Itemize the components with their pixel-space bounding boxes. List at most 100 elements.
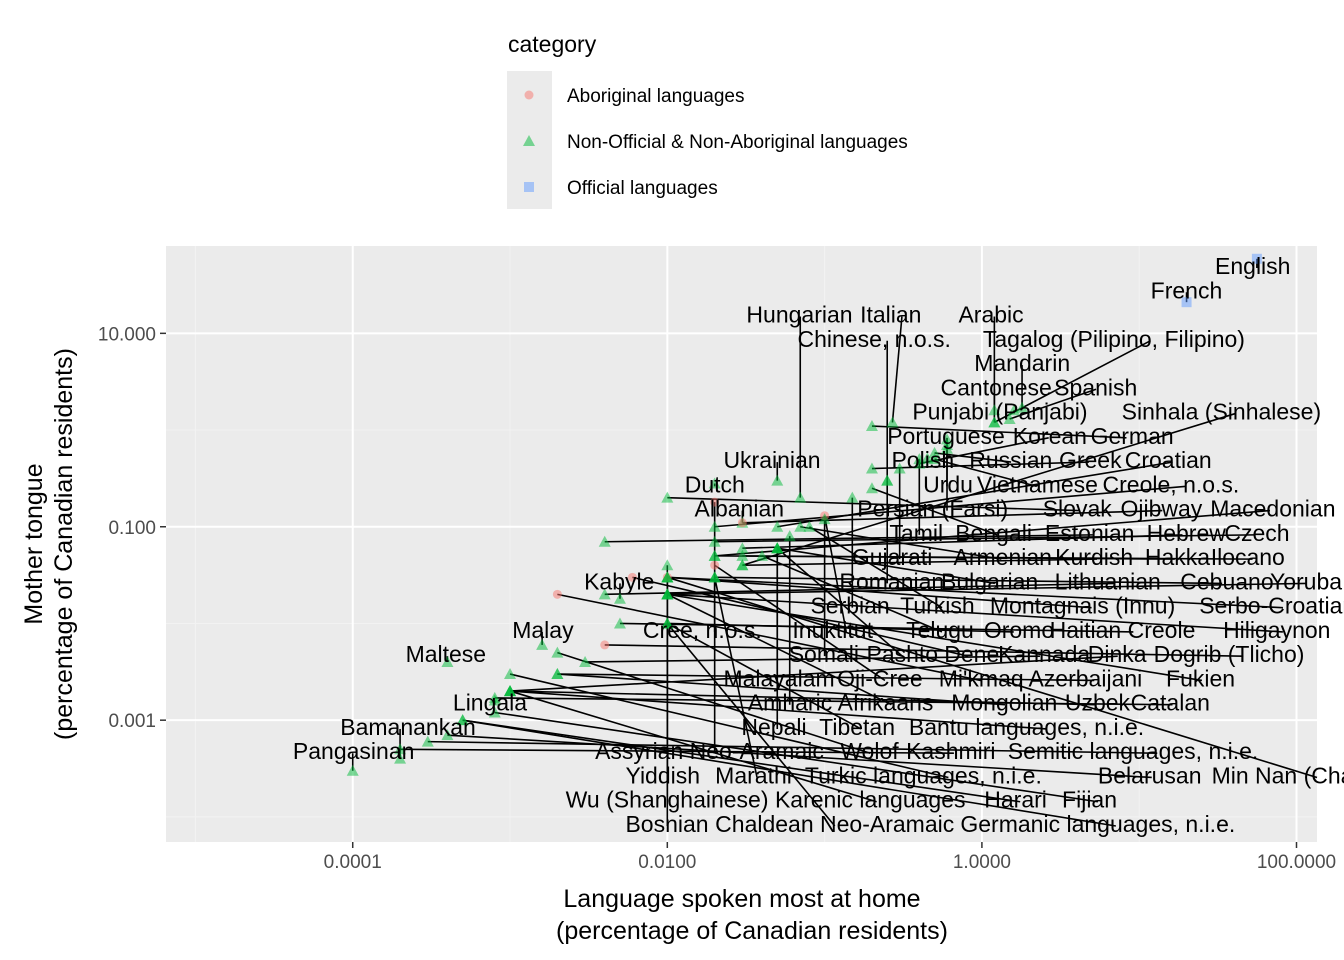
label-leader-line bbox=[1009, 388, 1097, 420]
point-label: Vietnamese bbox=[977, 471, 1098, 497]
data-point-aboriginal bbox=[600, 640, 610, 650]
point-label: Maltese bbox=[406, 641, 487, 667]
y-tick-label: 0.001 bbox=[108, 711, 156, 732]
point-label: Semitic languages, n.i.e. bbox=[1008, 738, 1259, 764]
legend-label: Official languages bbox=[567, 178, 718, 199]
point-label: Gujarati bbox=[852, 544, 933, 570]
data-point-non-official bbox=[818, 513, 831, 525]
point-label: Russian bbox=[969, 447, 1052, 473]
point-label: Germanic languages, n.i.e. bbox=[960, 811, 1235, 837]
data-point-non-official bbox=[421, 735, 434, 747]
label-leader-line bbox=[761, 555, 943, 633]
label-leader-line bbox=[585, 655, 1040, 663]
label-leader-line bbox=[604, 582, 1115, 596]
point-label: German bbox=[1091, 423, 1174, 449]
point-label: Mongolian bbox=[951, 690, 1057, 716]
legend-key-triangle bbox=[523, 135, 535, 146]
point-label: Greek bbox=[1059, 447, 1122, 473]
data-point-non-official bbox=[1016, 401, 1029, 413]
point-label: Ukrainian bbox=[723, 447, 820, 473]
point-label: Bamanankan bbox=[340, 714, 476, 740]
label-leader-line bbox=[666, 622, 836, 827]
data-point-non-official bbox=[661, 571, 674, 583]
label-leader-line bbox=[557, 673, 1006, 706]
point-label: Wu (Shanghainese) bbox=[566, 787, 769, 813]
data-point-non-official bbox=[771, 520, 784, 532]
label-leader-line bbox=[667, 593, 1283, 633]
point-label: Kabyle bbox=[584, 568, 654, 594]
legend: category Aboriginal languages Non-Officia… bbox=[507, 31, 908, 209]
point-label: Italian bbox=[860, 302, 921, 328]
point-label: Somali bbox=[789, 641, 859, 667]
point-label: Chinese, n.o.s. bbox=[798, 326, 951, 352]
point-label: Malay bbox=[512, 617, 574, 643]
point-label: Tibetan bbox=[819, 714, 895, 740]
point-label: Cebuano bbox=[1180, 568, 1273, 594]
point-label: Ilocano bbox=[1211, 544, 1285, 570]
label-leader-line bbox=[667, 593, 1203, 682]
point-label: Dinka bbox=[1088, 641, 1147, 667]
point-label: Kannada bbox=[998, 641, 1090, 667]
point-label: Montagnais (Innu) bbox=[990, 593, 1175, 619]
label-leader-line bbox=[742, 558, 1098, 567]
data-point-non-official bbox=[598, 535, 611, 547]
label-leader-line bbox=[714, 534, 1255, 543]
x-axis-title-line1: Language spoken most at home bbox=[563, 885, 920, 913]
y-tick-label: 0.100 bbox=[108, 518, 156, 539]
point-label: Armenian bbox=[954, 544, 1052, 570]
point-label: English bbox=[1215, 253, 1290, 279]
label-leader-line bbox=[667, 576, 1092, 609]
data-point-non-official bbox=[881, 474, 894, 486]
point-label: Bantu languages, n.i.e. bbox=[909, 714, 1144, 740]
point-label: Amharic bbox=[748, 690, 832, 716]
data-point-non-official bbox=[661, 588, 674, 600]
label-leader-line bbox=[462, 719, 1021, 803]
point-label: Hungarian bbox=[746, 302, 852, 328]
data-point-non-official bbox=[846, 491, 859, 503]
label-leader-line bbox=[777, 547, 995, 585]
label-leader-line bbox=[776, 547, 903, 657]
data-point-non-official bbox=[708, 571, 721, 583]
point-label: Hiligaynon bbox=[1223, 617, 1330, 643]
label-leader-line bbox=[604, 644, 1244, 657]
label-leader-line bbox=[632, 576, 969, 657]
point-label: Hakka bbox=[1145, 544, 1210, 570]
data-point-non-official bbox=[456, 714, 469, 726]
point-label: Serbian bbox=[810, 593, 889, 619]
y-axis-title-line1: Mother tongue bbox=[20, 463, 48, 624]
x-tick-label: 0.0001 bbox=[324, 852, 382, 873]
point-label: Chaldean Neo-Aramaic bbox=[715, 811, 954, 837]
data-point-non-official bbox=[488, 706, 501, 718]
data-point-official bbox=[1181, 297, 1192, 308]
label-leader-line bbox=[871, 461, 1089, 470]
point-label: Croatian bbox=[1125, 447, 1212, 473]
label-leader-line bbox=[667, 496, 1079, 512]
legend-key-circle bbox=[524, 90, 534, 100]
label-leader-line bbox=[509, 690, 1047, 730]
label-leader-line bbox=[494, 711, 1099, 803]
point-label: Harari bbox=[984, 787, 1047, 813]
label-leader-line bbox=[494, 697, 1173, 706]
data-point-non-official bbox=[928, 446, 941, 458]
data-point-non-official bbox=[661, 491, 674, 503]
data-point-non-official bbox=[551, 668, 564, 680]
point-label: Fijian bbox=[1062, 787, 1117, 813]
point-label: Polish bbox=[891, 447, 954, 473]
point-label: Portuguese bbox=[887, 423, 1005, 449]
point-label: Persian (Farsi) bbox=[857, 496, 1008, 522]
data-point-non-official bbox=[865, 462, 878, 474]
data-point-non-official bbox=[346, 764, 359, 776]
data-point-non-official bbox=[941, 439, 954, 451]
point-label: Yoruba bbox=[1270, 568, 1342, 594]
label-leader-line bbox=[667, 582, 1306, 596]
x-tick-label: 1.0000 bbox=[953, 852, 1011, 873]
data-point-non-official bbox=[598, 588, 611, 600]
data-point-non-official bbox=[708, 477, 721, 489]
point-label: Ojibway bbox=[1120, 496, 1202, 522]
point-label: Catalan bbox=[1131, 690, 1210, 716]
data-point-non-official bbox=[661, 617, 674, 629]
label-leader-line bbox=[427, 740, 1158, 755]
point-label: Cantonese bbox=[941, 374, 1052, 400]
point-label: Romanian bbox=[839, 568, 944, 594]
